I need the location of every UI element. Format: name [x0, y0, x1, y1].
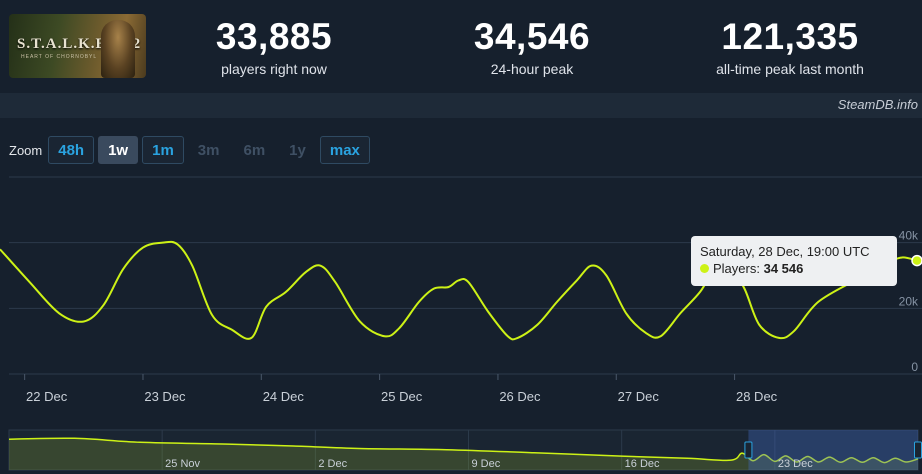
stat-all-time-peak: 121,335 all-time peak last month — [700, 16, 880, 78]
y-tick-label: 0 — [911, 360, 918, 374]
stat-label: all-time peak last month — [716, 61, 864, 77]
zoom-48h-button[interactable]: 48h — [48, 136, 95, 164]
y-tick-label: 20k — [899, 294, 919, 308]
y-tick-label: 40k — [899, 229, 919, 243]
navigator-area — [9, 438, 918, 470]
navigator-x-label: 2 Dec — [318, 458, 347, 470]
stalker-figure-artwork — [101, 20, 135, 78]
zoom-3m-button: 3m — [197, 141, 220, 159]
stat-label: players right now — [221, 61, 327, 77]
navigator-line — [8, 437, 919, 464]
navigator-right-handle[interactable] — [914, 441, 922, 459]
x-tick-label: 23 Dec — [144, 389, 186, 404]
series-color-dot — [700, 264, 709, 273]
navigator-x-label: 16 Dec — [625, 458, 660, 470]
tooltip-series-label: Players: — [713, 261, 760, 276]
highlighted-point-marker — [911, 254, 922, 267]
x-tick-label: 25 Dec — [381, 389, 423, 404]
navigator-left-handle[interactable] — [744, 441, 753, 459]
players-series-line — [0, 240, 918, 341]
navigator-x-label: 25 Nov — [165, 458, 200, 470]
zoom-1y-button: 1y — [289, 141, 306, 159]
zoom-1m-button[interactable]: 1m — [142, 136, 184, 164]
stat-label: 24-hour peak — [490, 61, 574, 77]
navigator[interactable]: 25 Nov 2 Dec 9 Dec 16 Dec 23 Dec — [8, 429, 922, 471]
x-tick-label: 28 Dec — [736, 389, 778, 404]
stat-value: 34,546 — [473, 16, 591, 57]
steamdb-credit-link[interactable]: SteamDB.info — [837, 97, 918, 112]
zoom-label: Zoom — [9, 142, 43, 158]
zoom-1w-button[interactable]: 1w — [98, 136, 139, 164]
chart-tooltip: Saturday, 28 Dec, 19:00 UTC Players: 34 … — [691, 236, 897, 286]
tooltip-value: 34 546 — [763, 261, 804, 276]
zoom-max-button[interactable]: max — [319, 136, 370, 164]
tooltip-date: Saturday, 28 Dec, 19:00 UTC — [700, 244, 870, 259]
stat-24h-peak: 34,546 24-hour peak — [452, 16, 612, 78]
stats-header: S.T.A.L.K.E.R. 2 HEART OF CHORNOBYL 33,8… — [0, 0, 922, 93]
zoom-controls: Zoom 48h 1w 1m 3m 6m 1y max — [9, 136, 374, 164]
navigator-x-label: 9 Dec — [472, 458, 501, 470]
x-tick-label: 26 Dec — [499, 389, 541, 404]
navigator-selected-range[interactable] — [748, 430, 918, 470]
x-tick-label: 27 Dec — [618, 389, 660, 404]
game-capsule-image[interactable]: S.T.A.L.K.E.R. 2 HEART OF CHORNOBYL — [9, 14, 146, 78]
stat-players-now: 33,885 players right now — [194, 16, 354, 78]
x-tick-label: 24 Dec — [263, 389, 305, 404]
navigator-x-label: 23 Dec — [778, 458, 813, 470]
zoom-6m-button: 6m — [243, 141, 266, 159]
game-logo-tagline: HEART OF CHORNOBYL — [21, 54, 98, 60]
x-tick-label: 22 Dec — [26, 389, 68, 404]
credit-bar: SteamDB.info — [0, 93, 922, 118]
tooltip-value-row: Players: 34 546 — [700, 260, 888, 277]
stat-value: 121,335 — [721, 16, 859, 57]
stat-value: 33,885 — [215, 16, 333, 57]
